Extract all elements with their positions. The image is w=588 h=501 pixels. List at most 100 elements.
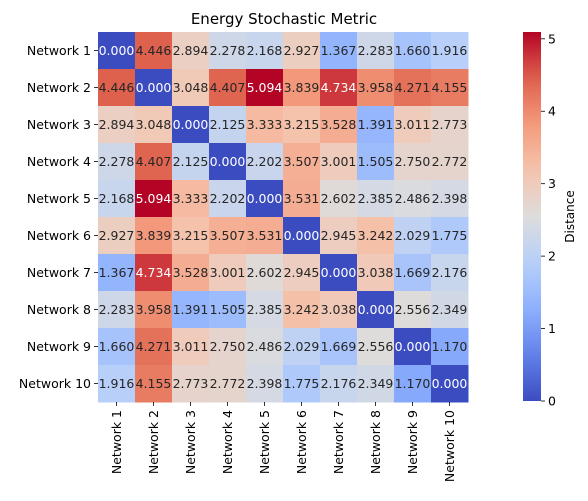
cell-value-label: 1.669 [321, 339, 357, 354]
heatmap-cell [98, 217, 136, 255]
y-tick-label: Network 10 [19, 376, 91, 391]
heatmap-cell [283, 32, 321, 70]
cell-value-label: 0.000 [173, 117, 209, 132]
cell-value-label: 2.927 [99, 228, 135, 243]
cell-value-label: 3.242 [358, 228, 394, 243]
heatmap-cell [431, 217, 469, 255]
heatmap-cell [394, 180, 432, 218]
heatmap-cell [357, 217, 395, 255]
colorbar-tick-label: 4 [548, 104, 556, 119]
cell-value-label: 1.660 [395, 43, 431, 58]
heatmap-cell [394, 365, 432, 403]
cell-value-label: 2.486 [395, 191, 431, 206]
cell-value-label: 2.945 [321, 228, 357, 243]
heatmap-cell [394, 32, 432, 70]
heatmap-cell [357, 365, 395, 403]
heatmap-cell [357, 328, 395, 366]
heatmap-cell [431, 291, 469, 329]
heatmap-cell [431, 143, 469, 181]
x-tick-label: Network 10 [442, 410, 457, 482]
cell-value-label: 3.001 [321, 154, 357, 169]
cell-value-label: 3.333 [247, 117, 283, 132]
cell-value-label: 2.556 [395, 302, 431, 317]
cell-value-label: 1.916 [432, 43, 468, 58]
heatmap-cell [357, 180, 395, 218]
cell-value-label: 2.278 [99, 154, 135, 169]
cell-value-label: 2.029 [284, 339, 320, 354]
cell-value-label: 3.242 [284, 302, 320, 317]
heatmap-cell [135, 217, 173, 255]
cell-value-label: 0.000 [432, 376, 468, 391]
y-tick-label: Network 5 [27, 191, 91, 206]
heatmap-cells [98, 32, 469, 403]
cell-value-label: 3.507 [210, 228, 246, 243]
cell-value-label: 2.602 [247, 265, 283, 280]
cell-value-label: 3.528 [321, 117, 357, 132]
heatmap-cell [135, 180, 173, 218]
cell-value-label: 0.000 [210, 154, 246, 169]
heatmap-cell [246, 180, 284, 218]
heatmap-cell [431, 254, 469, 292]
heatmap-cell [98, 106, 136, 144]
cell-value-label: 2.772 [432, 154, 468, 169]
heatmap-cell [357, 291, 395, 329]
colorbar-tick-label: 0 [548, 394, 556, 409]
cell-value-label: 4.155 [432, 80, 468, 95]
heatmap-cell [98, 143, 136, 181]
x-tick-label: Network 4 [220, 410, 235, 474]
cell-value-label: 4.407 [210, 80, 246, 95]
heatmap-cell [431, 106, 469, 144]
heatmap-cell [431, 365, 469, 403]
x-tick-label: Network 7 [331, 410, 346, 474]
cell-value-label: 2.894 [99, 117, 135, 132]
heatmap-cell [394, 291, 432, 329]
cell-value-label: 3.011 [173, 339, 209, 354]
heatmap-cell [394, 217, 432, 255]
cell-value-label: 2.168 [99, 191, 135, 206]
cell-value-label: 1.505 [210, 302, 246, 317]
heatmap-cell [135, 291, 173, 329]
cell-value-label: 2.398 [432, 191, 468, 206]
cell-value-label: 1.660 [99, 339, 135, 354]
cell-value-label: 1.367 [321, 43, 357, 58]
heatmap-cell [246, 32, 284, 70]
x-tick-label: Network 1 [109, 410, 124, 474]
cell-value-label: 3.048 [173, 80, 209, 95]
colorbar-tick-label: 1 [548, 321, 556, 336]
heatmap-cell [394, 143, 432, 181]
heatmap-cell [98, 291, 136, 329]
cell-value-label: 1.367 [99, 265, 135, 280]
chart-title: Energy Stochastic Metric [191, 10, 377, 28]
cell-value-label: 2.486 [247, 339, 283, 354]
heatmap-cell [172, 143, 210, 181]
heatmap-cell [246, 217, 284, 255]
cell-value-label: 3.531 [284, 191, 320, 206]
heatmap-cell [135, 254, 173, 292]
cell-value-label: 1.916 [99, 376, 135, 391]
cell-value-label: 2.176 [321, 376, 357, 391]
heatmap-cell [172, 180, 210, 218]
cell-value-label: 1.505 [358, 154, 394, 169]
cell-value-label: 3.048 [136, 117, 172, 132]
heatmap-cell [246, 106, 284, 144]
heatmap-cell [283, 143, 321, 181]
x-tick-label: Network 3 [183, 410, 198, 474]
cell-value-label: 3.958 [358, 80, 394, 95]
cell-value-label: 2.202 [210, 191, 246, 206]
heatmap-cell [394, 69, 432, 107]
cell-value-label: 0.000 [284, 228, 320, 243]
cell-value-label: 3.215 [284, 117, 320, 132]
y-tick-label: Network 3 [27, 117, 91, 132]
heatmap-cell [98, 254, 136, 292]
cell-value-label: 2.202 [247, 154, 283, 169]
cell-value-label: 0.000 [247, 191, 283, 206]
cell-value-label: 3.528 [173, 265, 209, 280]
cell-value-label: 2.283 [358, 43, 394, 58]
heatmap-cell [246, 291, 284, 329]
cell-value-label: 2.556 [358, 339, 394, 354]
x-tick-label: Network 2 [146, 410, 161, 474]
heatmap-cell [320, 143, 358, 181]
heatmap-cell [209, 143, 247, 181]
colorbar-ticks: 0 1 2 3 4 5 [541, 31, 556, 409]
heatmap-cell [246, 328, 284, 366]
